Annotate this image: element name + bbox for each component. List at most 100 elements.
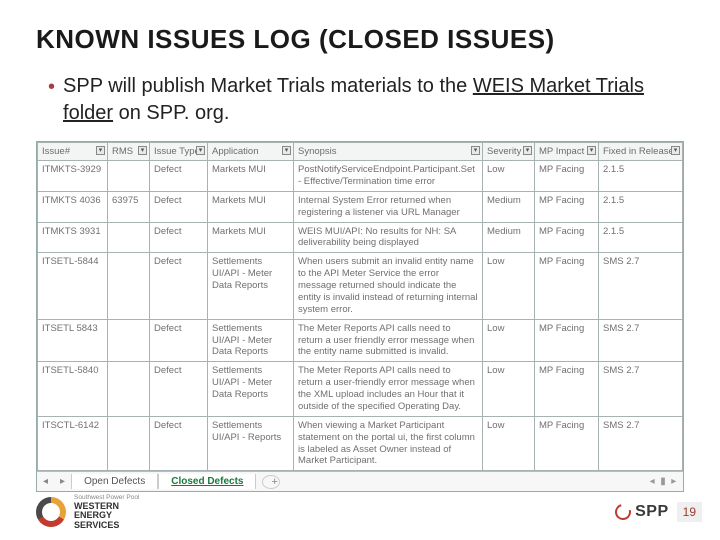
table-cell: 2.1.5 <box>599 191 683 222</box>
column-header[interactable]: Issue#▾ <box>38 143 108 161</box>
column-header[interactable]: Application▾ <box>208 143 294 161</box>
bullet-text: SPP will publish Market Trials materials… <box>63 73 684 127</box>
table-cell: Settlements UI/API - Meter Data Reports <box>208 253 294 319</box>
table-cell: Defect <box>150 222 208 253</box>
table-cell: SMS 2.7 <box>599 253 683 319</box>
table-cell <box>108 416 150 471</box>
table-cell: Low <box>483 319 535 362</box>
table-cell: ITSETL 5843 <box>38 319 108 362</box>
wes-logo: Southwest Power Pool WESTERN ENERGY SERV… <box>36 495 139 530</box>
table-cell: Settlements UI/API - Meter Data Reports <box>208 362 294 417</box>
column-header[interactable]: MP Impact▾ <box>535 143 599 161</box>
spp-swirl-icon <box>612 502 634 524</box>
table-cell: When users submit an invalid entity name… <box>294 253 483 319</box>
spp-logo-text: SPP <box>635 503 669 521</box>
filter-dropdown-icon[interactable]: ▾ <box>196 146 205 155</box>
table-cell: MP Facing <box>535 191 599 222</box>
sheet-nav-prev-icon[interactable]: ◂ <box>37 476 54 487</box>
table-cell <box>108 253 150 319</box>
page-number: 19 <box>677 502 702 522</box>
table-cell: Defect <box>150 362 208 417</box>
table-cell: Markets MUI <box>208 191 294 222</box>
wes-line3: SERVICES <box>74 520 119 530</box>
table-cell <box>108 319 150 362</box>
table-cell <box>108 222 150 253</box>
filter-dropdown-icon[interactable]: ▾ <box>282 146 291 155</box>
table-cell: The Meter Reports API calls need to retu… <box>294 319 483 362</box>
table-cell: Medium <box>483 222 535 253</box>
bullet-item: • SPP will publish Market Trials materia… <box>36 73 684 127</box>
spp-logo: SPP <box>615 503 669 521</box>
table-cell: Defect <box>150 319 208 362</box>
table-cell: Settlements UI/API - Meter Data Reports <box>208 319 294 362</box>
column-header[interactable]: Issue Type▾ <box>150 143 208 161</box>
bullet-dot-icon: • <box>48 73 55 101</box>
table-cell: Markets MUI <box>208 161 294 192</box>
table-cell: MP Facing <box>535 222 599 253</box>
table-cell: MP Facing <box>535 416 599 471</box>
column-header[interactable]: RMS▾ <box>108 143 150 161</box>
table-cell: SMS 2.7 <box>599 319 683 362</box>
filter-dropdown-icon[interactable]: ▾ <box>96 146 105 155</box>
table-cell: Medium <box>483 191 535 222</box>
table-row: ITMKTS 3931DefectMarkets MUIWEIS MUI/API… <box>38 222 683 253</box>
table-cell <box>108 362 150 417</box>
column-header[interactable]: Severity▾ <box>483 143 535 161</box>
table-cell: WEIS MUI/API: No results for NH: SA deli… <box>294 222 483 253</box>
table-cell: MP Facing <box>535 253 599 319</box>
table-cell: MP Facing <box>535 161 599 192</box>
table-row: ITSETL-5840 DefectSettlements UI/API - Me… <box>38 362 683 417</box>
wes-logo-text: Southwest Power Pool WESTERN ENERGY SERV… <box>74 495 139 530</box>
table-row: ITSETL-5844 DefectSettlements UI/API - Me… <box>38 253 683 319</box>
table-cell: Defect <box>150 191 208 222</box>
filter-dropdown-icon[interactable]: ▾ <box>523 146 532 155</box>
table-cell: Defect <box>150 253 208 319</box>
table-cell: MP Facing <box>535 362 599 417</box>
table-cell: ITMKTS 4036 <box>38 191 108 222</box>
sheet-nav-next-icon[interactable]: ▸ <box>54 476 71 487</box>
table-cell: Low <box>483 416 535 471</box>
table-cell: The Meter Reports API calls need to retu… <box>294 362 483 417</box>
table-cell: Low <box>483 161 535 192</box>
bullet-post: on SPP. org. <box>113 102 229 124</box>
issues-table-container: Issue#▾RMS▾Issue Type▾Application▾Synops… <box>36 141 684 492</box>
table-row: ITMKTS 403663975DefectMarkets MUIInterna… <box>38 191 683 222</box>
table-cell: Settlements UI/API - Reports <box>208 416 294 471</box>
sheet-tab-strip: ◂ ▸ Open Defects Closed Defects + ◂ ▮ ▸ <box>37 471 683 491</box>
table-cell: Defect <box>150 416 208 471</box>
table-cell: When viewing a Market Participant statem… <box>294 416 483 471</box>
slide-footer: Southwest Power Pool WESTERN ENERGY SERV… <box>36 495 702 530</box>
filter-dropdown-icon[interactable]: ▾ <box>587 146 596 155</box>
table-cell: ITSETL-5844 <box>38 253 108 319</box>
table-cell: PostNotifyServiceEndpoint.Participant.Se… <box>294 161 483 192</box>
table-cell: Defect <box>150 161 208 192</box>
wes-badge-icon <box>36 497 66 527</box>
table-row: ITSETL 5843 DefectSettlements UI/API - Me… <box>38 319 683 362</box>
filter-dropdown-icon[interactable]: ▾ <box>471 146 480 155</box>
table-cell: 63975 <box>108 191 150 222</box>
column-header[interactable]: Fixed in Release▾ <box>599 143 683 161</box>
table-cell: 2.1.5 <box>599 222 683 253</box>
bullet-pre: SPP will publish Market Trials materials… <box>63 75 473 97</box>
filter-dropdown-icon[interactable]: ▾ <box>671 146 680 155</box>
table-cell: ITSETL-5840 <box>38 362 108 417</box>
table-cell <box>108 161 150 192</box>
table-cell: SMS 2.7 <box>599 362 683 417</box>
table-row: ITMKTS-3929 DefectMarkets MUIPostNotifySe… <box>38 161 683 192</box>
slide-title: KNOWN ISSUES LOG (CLOSED ISSUES) <box>36 24 684 55</box>
table-cell: 2.1.5 <box>599 161 683 192</box>
table-cell: ITSCTL-6142 <box>38 416 108 471</box>
table-cell: SMS 2.7 <box>599 416 683 471</box>
table-cell: Low <box>483 362 535 417</box>
table-row: ITSCTL-6142 DefectSettlements UI/API - Re… <box>38 416 683 471</box>
column-header[interactable]: Synopsis▾ <box>294 143 483 161</box>
table-cell: Markets MUI <box>208 222 294 253</box>
issues-table: Issue#▾RMS▾Issue Type▾Application▾Synops… <box>37 142 683 471</box>
filter-dropdown-icon[interactable]: ▾ <box>138 146 147 155</box>
sheet-tab-open-defects[interactable]: Open Defects <box>71 474 158 489</box>
sheet-scroll-indicator-icon: ◂ ▮ ▸ <box>643 476 683 487</box>
sheet-add-tab-icon[interactable]: + <box>262 475 280 489</box>
table-cell: MP Facing <box>535 319 599 362</box>
table-cell: ITMKTS-3929 <box>38 161 108 192</box>
sheet-tab-closed-defects[interactable]: Closed Defects <box>158 474 256 489</box>
